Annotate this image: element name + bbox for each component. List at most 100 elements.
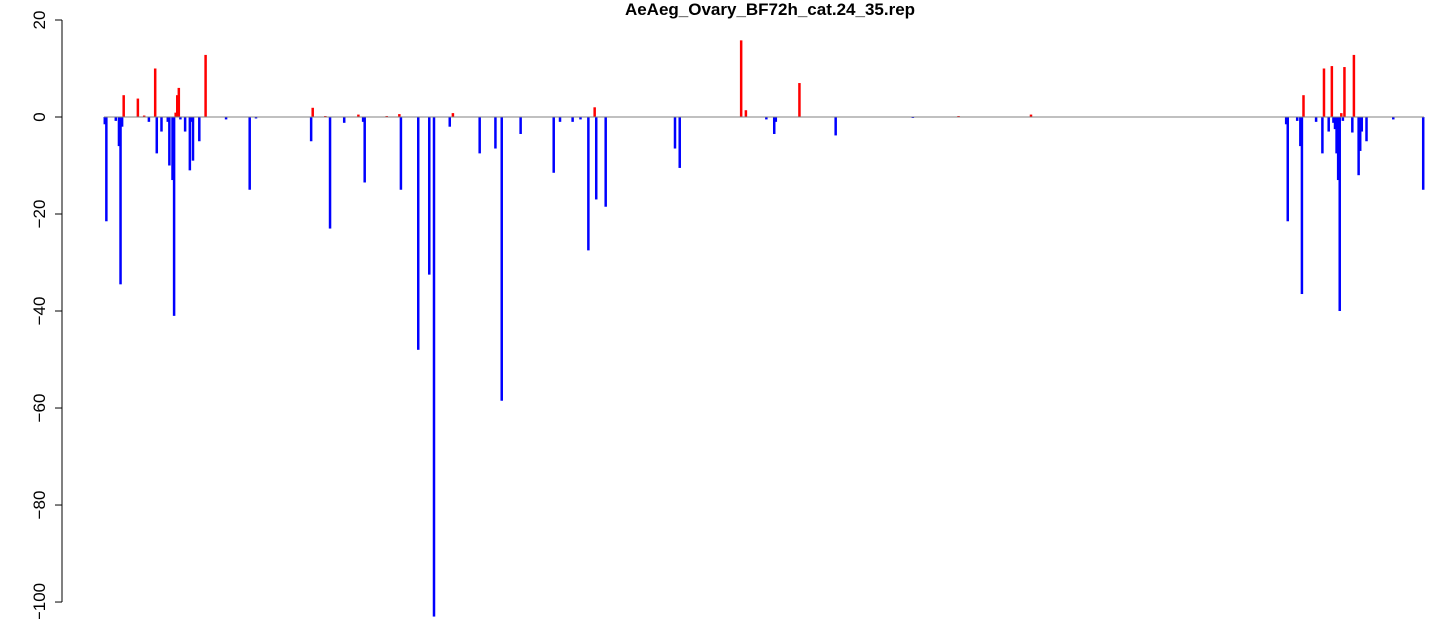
bar [172,117,176,316]
bar [183,117,187,132]
bar [604,117,607,207]
bar [198,117,201,142]
bar [1357,117,1360,176]
bar [739,40,743,118]
bar [1358,117,1362,151]
bar [399,117,403,190]
bar [188,117,192,171]
bar [1351,117,1354,133]
bar [594,117,598,200]
bar [1321,117,1324,154]
bar [673,117,677,149]
bar [142,115,146,118]
bar [174,112,177,118]
bar [772,117,776,134]
bar [1322,68,1326,117]
bar [122,95,125,118]
y-tick-label: −20 [30,200,49,229]
chart-title: AeAeg_Ovary_BF72h_cat.24_35.rep [625,0,915,19]
bar [1295,117,1299,121]
bar [834,117,837,136]
bar [519,117,522,134]
bar [171,117,174,181]
bar [119,117,122,285]
bar [155,117,159,154]
y-tick-label: −60 [30,394,49,423]
bar [1284,117,1288,125]
bar [1335,117,1338,154]
bar [166,117,170,122]
y-axis: 20 0 −20 −40 −60 −80 −100 [30,11,63,619]
bar [309,117,313,142]
bar [432,117,436,617]
bar [357,114,360,118]
bar [1341,117,1345,121]
bar [204,54,207,117]
bar [744,110,748,117]
bar [494,117,497,149]
bar [136,98,140,117]
y-tick-label: −100 [30,583,49,619]
bar [428,117,431,275]
bar [1336,117,1340,181]
bar [587,117,590,251]
bar [448,117,451,127]
bar [1338,117,1341,312]
y-tick-label: 0 [30,112,49,121]
bar [328,117,332,229]
bar [168,117,171,166]
bar [153,68,157,117]
bar [1286,117,1289,222]
bar [114,117,118,121]
bar [1029,114,1033,118]
bar [176,95,179,118]
bar [147,117,151,122]
bar [117,117,121,147]
bar [311,107,314,118]
bar [451,113,455,117]
bar [478,117,481,154]
bar [1314,117,1318,122]
bar [103,117,107,125]
bar [1300,117,1304,295]
bar [248,117,251,190]
bar [593,107,596,117]
bar [177,87,181,117]
bar [571,117,574,122]
bar [1332,117,1335,123]
bar [417,117,420,350]
bar [224,117,228,120]
bar [1343,67,1346,118]
bar [1360,117,1364,132]
bar [765,117,768,120]
bar [1299,117,1302,147]
bar-series [103,40,1425,617]
bar [678,117,681,168]
bar [191,117,195,161]
bar [1330,66,1334,118]
bar [552,117,555,173]
bar [398,114,401,117]
bar [558,117,562,122]
bar [1352,54,1356,117]
bar [179,117,182,120]
bar [1340,113,1343,117]
bar [361,117,365,122]
bar [774,117,778,122]
bar [500,117,503,401]
bar [579,117,582,120]
bar [342,117,346,123]
bar [1365,117,1368,142]
bar [190,117,193,122]
bar [798,83,801,117]
bar [363,117,366,183]
bar [1333,117,1337,130]
y-tick-label: 20 [30,11,49,30]
bar [120,117,124,127]
bar [1421,117,1425,190]
bar [1327,117,1330,132]
bar [160,117,163,132]
bar [1302,95,1305,118]
bar [1392,117,1395,120]
